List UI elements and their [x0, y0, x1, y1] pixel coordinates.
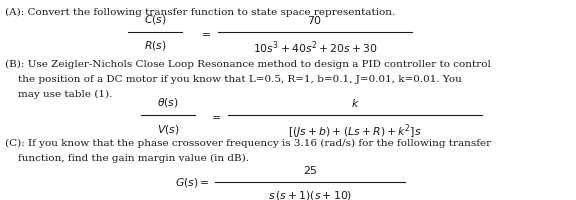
Text: $10s^3 + 40s^2 + 20s + 30$: $10s^3 + 40s^2 + 20s + 30$	[252, 39, 377, 56]
Text: the position of a DC motor if you know that L=0.5, R=1, b=0.1, J=0.01, k=0.01. Y: the position of a DC motor if you know t…	[5, 75, 462, 84]
Text: may use table (1).: may use table (1).	[5, 90, 112, 99]
Text: $C(s)$: $C(s)$	[143, 13, 166, 26]
Text: $R(s)$: $R(s)$	[143, 39, 166, 52]
Text: (C): If you know that the phase crossover frequency is 3.16 (rad/s) for the foll: (C): If you know that the phase crossove…	[5, 138, 491, 147]
Text: (A): Convert the following transfer function to state space representation.: (A): Convert the following transfer func…	[5, 8, 395, 17]
Text: $V(s)$: $V(s)$	[157, 122, 179, 135]
Text: $[(Js + b) + (Ls + R) + k^2]s$: $[(Js + b) + (Ls + R) + k^2]s$	[288, 122, 422, 140]
Text: $s\,(s + 1)(s + 10)$: $s\,(s + 1)(s + 10)$	[268, 189, 352, 200]
Text: $\theta(s)$: $\theta(s)$	[157, 96, 179, 109]
Text: $=$: $=$	[209, 110, 221, 120]
Text: $G(s) =$: $G(s) =$	[175, 176, 210, 189]
Text: $25$: $25$	[302, 164, 317, 176]
Text: $=$: $=$	[199, 28, 211, 38]
Text: $k$: $k$	[351, 97, 359, 109]
Text: (B): Use Zeigler-Nichols Close Loop Resonance method to design a PID controller : (B): Use Zeigler-Nichols Close Loop Reso…	[5, 60, 491, 69]
Text: function, find the gain margin value (in dB).: function, find the gain margin value (in…	[5, 153, 249, 162]
Text: $70$: $70$	[308, 14, 323, 26]
